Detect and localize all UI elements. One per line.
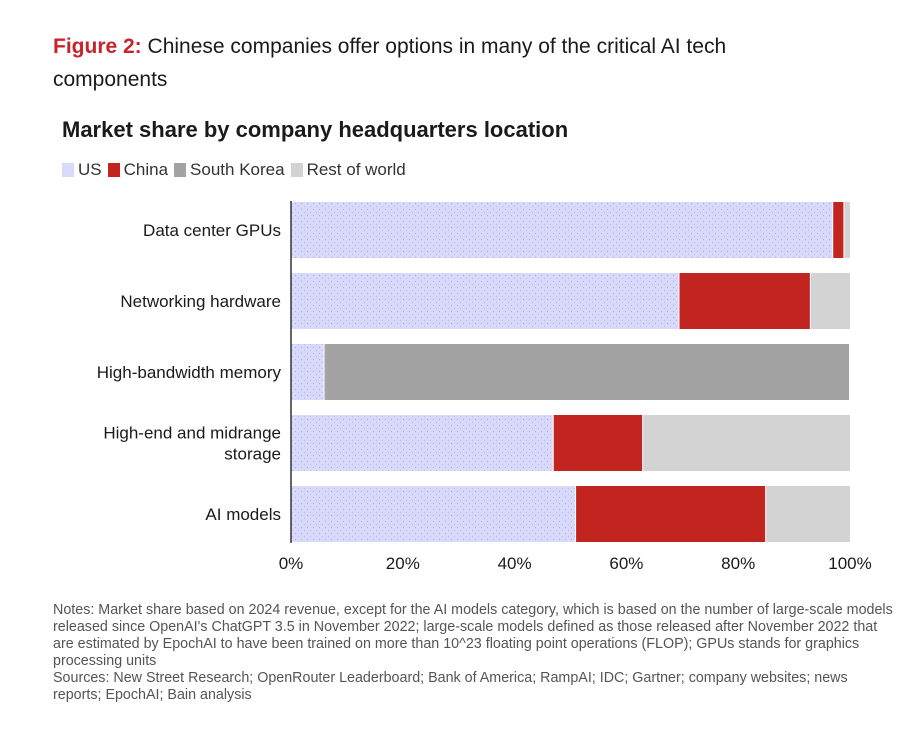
legend-label-china: China [123,160,169,179]
category-labels: Data center GPUs Networking hardware High-… [97,221,282,524]
bar-segment-high-end-and-midrange-storage-rest-of-world [643,415,850,471]
chart-title: Market share by company headquarters loc… [62,117,569,142]
category-label-high-end-and-midrange-storage: High-end and midrange storage [103,424,281,464]
x-tick-label-60: 60% [609,554,643,573]
notes-text: Notes: Market share based on 2024 revenu… [53,602,893,669]
legend-item-china: China [107,160,169,180]
legend-item-rest-of-world: Rest of world [290,160,406,180]
bar-segment-ai-models-china [576,486,766,542]
category-label-high-bandwidth-memory: High-bandwidth memory [97,363,282,382]
legend-label-us: US [78,160,102,179]
bar-segment-ai-models-rest-of-world [766,486,850,542]
legend-swatch-china [107,163,120,177]
bar-segment-high-bandwidth-memory-south-korea [324,344,849,400]
legend-swatch-us [62,163,74,177]
legend-swatch-south-korea [174,163,187,177]
stacked-bar-chart: Data center GPUs Networking hardware High-… [97,201,872,573]
x-axis-ticks: 0% 20% 40% 60% 80% 100% [279,554,872,573]
x-tick-label-80: 80% [721,554,755,573]
legend-item-us: US [62,160,102,180]
bar-segment-data-center-gpus-china [833,202,844,258]
legend-item-south-korea: South Korea [174,160,285,180]
bar-segment-high-end-and-midrange-storage-us [291,415,553,471]
bar-segment-high-end-and-midrange-storage-china [553,415,643,471]
x-tick-label-0: 0% [279,554,304,573]
category-label-ai-models: AI models [205,505,281,524]
legend-label-rest-of-world: Rest of world [306,160,406,179]
x-tick-label-20: 20% [386,554,420,573]
bars-group [291,202,850,542]
bar-segment-data-center-gpus-us [291,202,833,258]
legend-label-south-korea: South Korea [190,160,285,179]
figure-number: Figure 2: [53,35,142,58]
bar-segment-networking-hardware-china [679,273,810,329]
legend-swatch-rest-of-world [290,163,303,177]
bar-segment-high-bandwidth-memory-us [291,344,324,400]
notes-section: Notes: Market share based on 2024 revenu… [53,602,893,704]
x-tick-label-100: 100% [828,554,871,573]
sources-text: Sources: New Street Research; OpenRouter… [53,670,848,703]
x-tick-label-40: 40% [498,554,532,573]
category-label-networking-hardware: Networking hardware [120,292,281,311]
bar-segment-ai-models-us [291,486,576,542]
figure-title: Figure 2: Chinese companies offer option… [53,30,813,96]
legend: US China South Korea Rest of world [62,160,412,180]
bar-segment-data-center-gpus-rest-of-world [844,202,850,258]
category-label-data-center-gpus: Data center GPUs [143,221,281,240]
bar-segment-networking-hardware-us [291,273,679,329]
figure-title-text: Chinese companies offer options in many … [53,35,727,91]
bar-segment-networking-hardware-rest-of-world [810,273,850,329]
